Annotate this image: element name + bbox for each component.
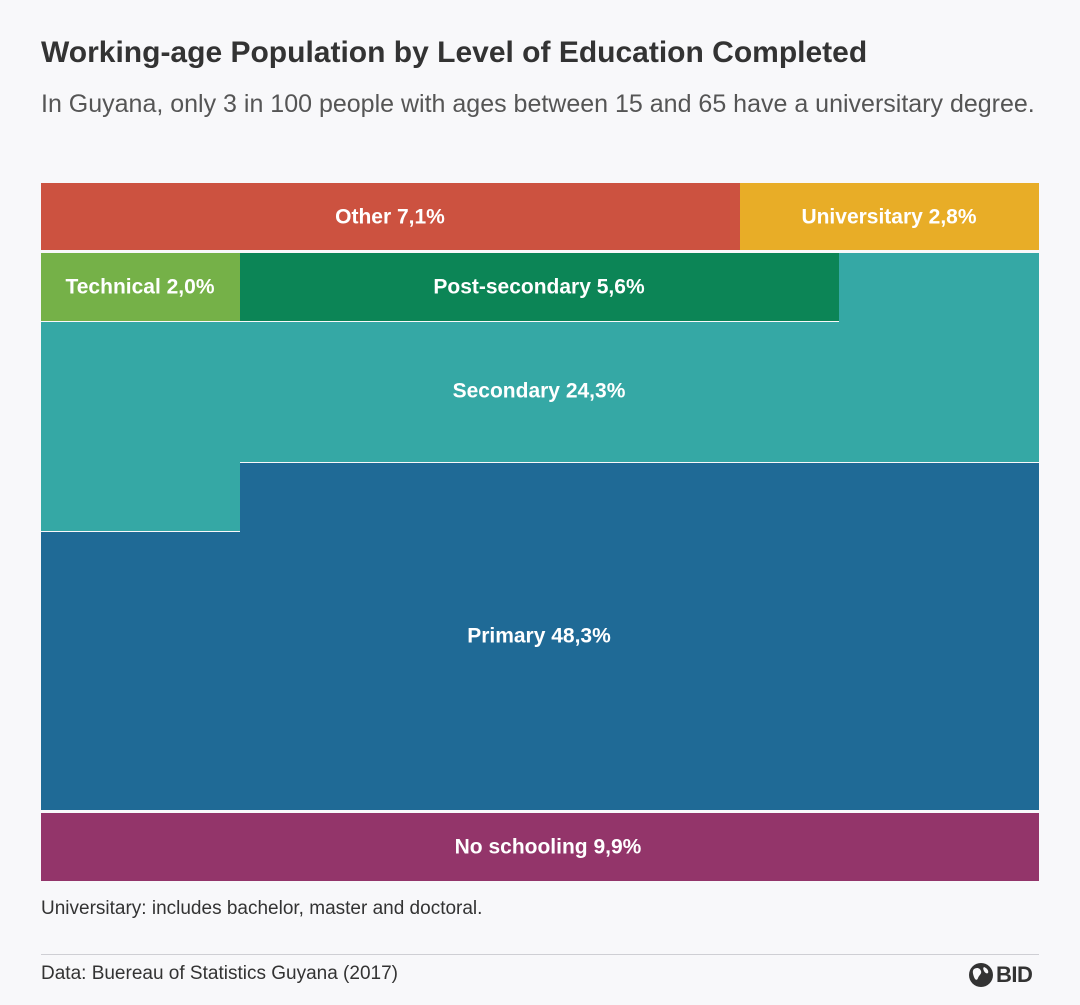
- treemap-label-technical: Technical 2,0%: [65, 276, 214, 299]
- treemap-label-universitary: Universitary 2,8%: [801, 206, 976, 229]
- treemap-cell-universitary: [740, 183, 1039, 250]
- treemap-label-no-schooling: No schooling 9,9%: [455, 836, 642, 859]
- treemap-label-primary: Primary 48,3%: [467, 625, 611, 648]
- treemap-label-other: Other 7,1%: [335, 206, 445, 229]
- treemap-cell-primary: [41, 463, 1039, 810]
- data-source: Data: Buereau of Statistics Guyana (2017…: [41, 963, 398, 984]
- chart-title: Working-age Population by Level of Educa…: [41, 36, 868, 69]
- treemap-chart: Other 7,1% Universitary 2,8% Technical 2,0…: [41, 183, 1039, 881]
- treemap-cell-other: [41, 183, 740, 250]
- treemap-label-post-secondary: Post-secondary 5,6%: [433, 276, 645, 299]
- treemap-cell-secondary: [41, 253, 1039, 531]
- treemap-cell-post-secondary: [240, 253, 839, 321]
- bid-logo: BID: [968, 960, 1033, 990]
- treemap-cell-no-schooling: [41, 813, 1039, 881]
- treemap-label-secondary: Secondary 24,3%: [453, 380, 626, 403]
- globe-icon: [969, 963, 993, 987]
- logo-text: BID: [996, 962, 1033, 987]
- treemap-cell-technical: [41, 253, 240, 321]
- chart-subtitle: In Guyana, only 3 in 100 people with age…: [41, 90, 1035, 118]
- chart-footnote: Universitary: includes bachelor, master …: [41, 898, 483, 919]
- footer-divider: [41, 954, 1039, 955]
